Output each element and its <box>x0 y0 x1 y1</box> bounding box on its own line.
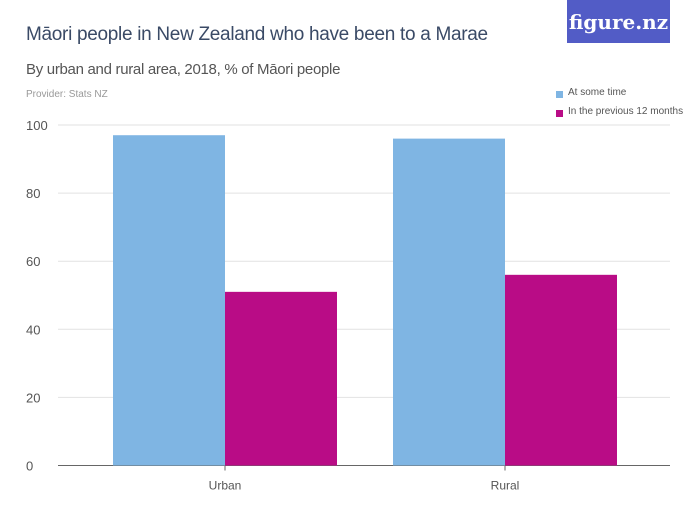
legend-swatch-0 <box>556 90 563 98</box>
y-tick-label: 40 <box>26 322 40 337</box>
chart-title: Māori people in New Zealand who have bee… <box>26 24 488 45</box>
y-tick-label: 0 <box>26 459 33 474</box>
legend-item-1: In the previous 12 months <box>556 102 683 121</box>
x-tick-label: Urban <box>209 479 242 493</box>
legend-swatch-1 <box>556 109 563 117</box>
legend-item-0: At some time <box>556 83 683 102</box>
bar-urban-1 <box>225 291 337 466</box>
y-tick-label: 80 <box>26 186 40 201</box>
bar-rural-1 <box>505 274 617 466</box>
chart-subtitle: By urban and rural area, 2018, % of Māor… <box>26 61 341 78</box>
y-tick-label: 60 <box>26 254 40 269</box>
logo-text: figure.nz <box>568 9 669 34</box>
legend-label-1: In the previous 12 months <box>568 106 684 117</box>
provider-label: Provider: Stats NZ <box>26 89 108 100</box>
x-tick-label: Rural <box>491 479 520 493</box>
bar-urban-0 <box>113 135 225 466</box>
figure-nz-logo[interactable]: figure.nz <box>567 0 670 43</box>
y-tick-label: 100 <box>26 118 48 133</box>
bar-rural-0 <box>393 138 505 466</box>
legend-label-0: At some time <box>568 87 627 98</box>
y-tick-label: 20 <box>26 390 40 405</box>
legend: At some time In the previous 12 months <box>556 83 683 121</box>
